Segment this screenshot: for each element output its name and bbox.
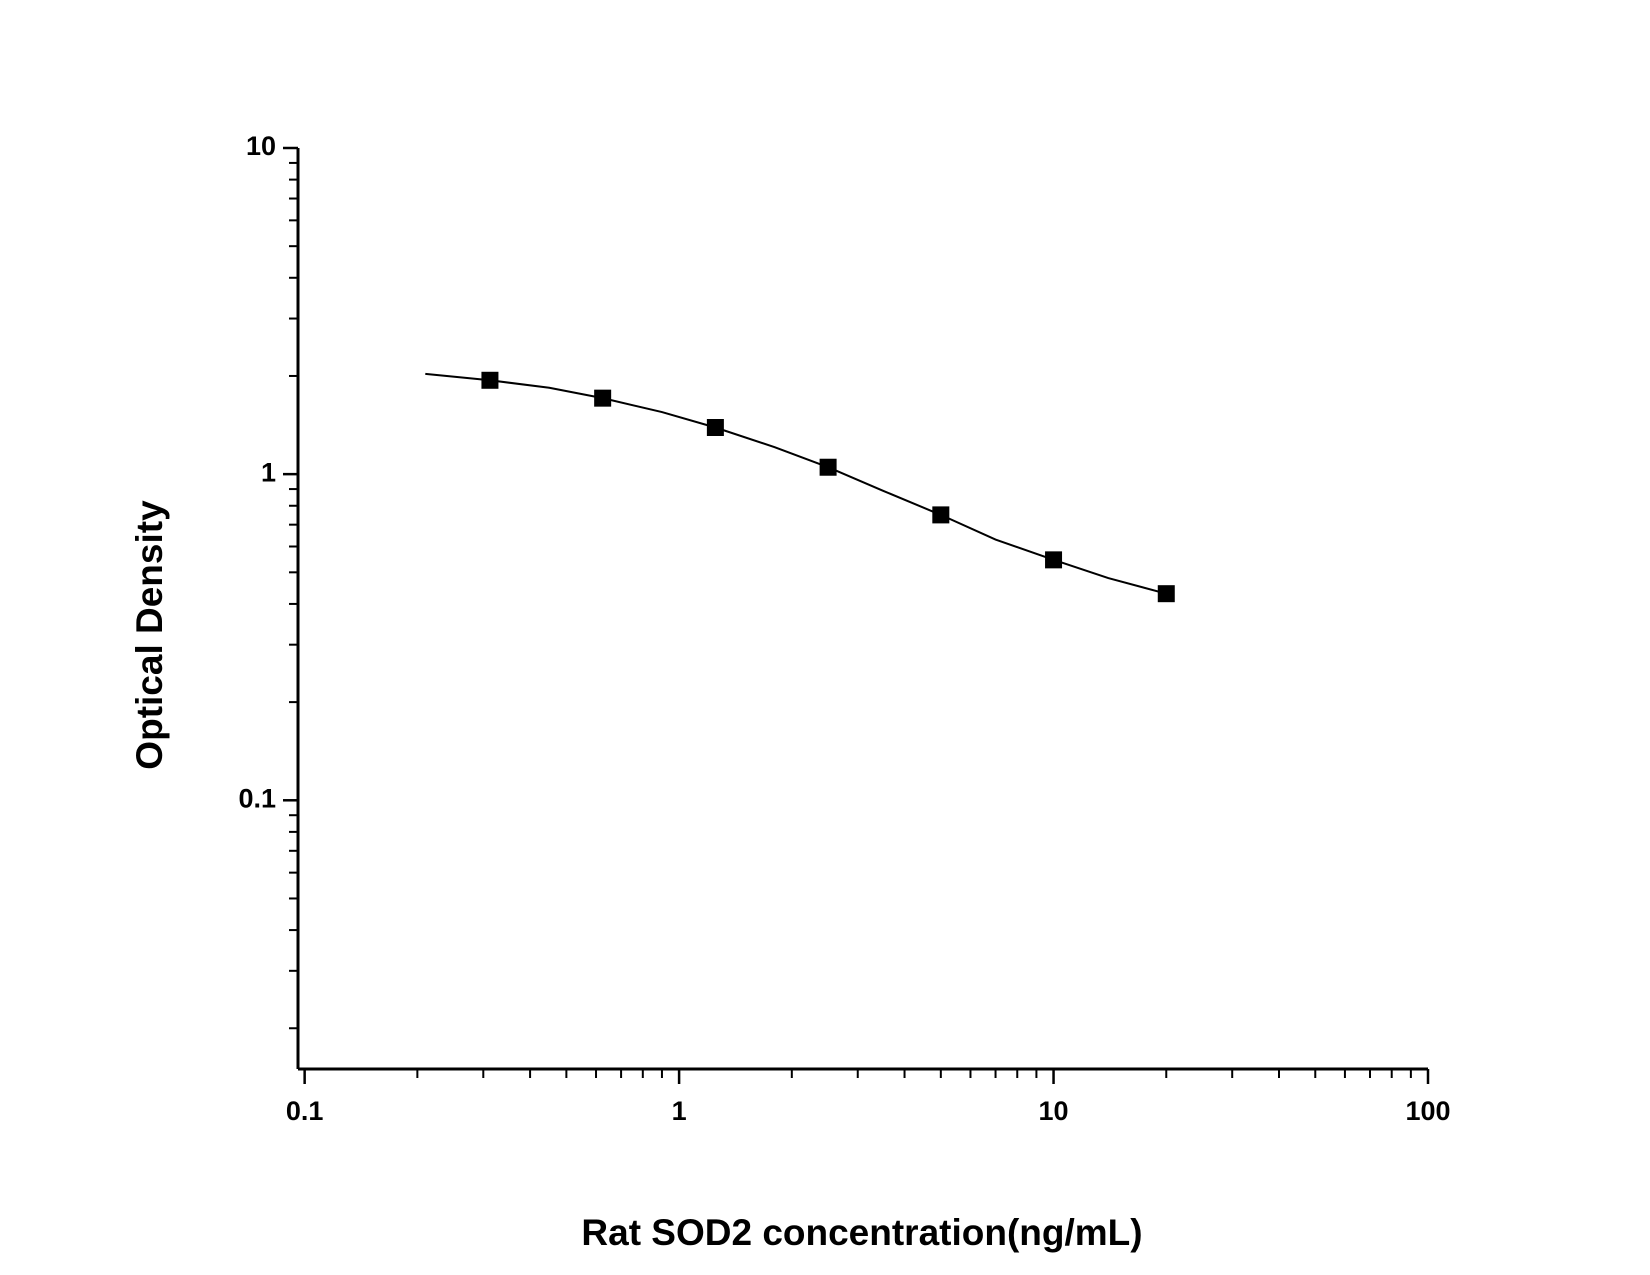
x-tick-label: 10 — [1039, 1096, 1069, 1126]
fit-curve — [425, 372, 1167, 595]
y-axis-title: Optical Density — [129, 500, 170, 770]
x-tick-label: 1 — [672, 1096, 687, 1126]
data-point — [1157, 585, 1175, 603]
data-point — [819, 458, 837, 476]
y-tick-label: 10 — [246, 131, 276, 161]
x-tick-label: 100 — [1405, 1096, 1450, 1126]
x-tick-label: 0.1 — [286, 1096, 324, 1126]
data-point — [594, 389, 612, 407]
x-axis-title: Rat SOD2 concentration(ng/mL) — [581, 1212, 1142, 1253]
data-point — [706, 419, 724, 437]
data-point — [932, 506, 950, 524]
y-tick-label: 1 — [261, 457, 276, 487]
data-point — [1045, 551, 1063, 569]
y-tick-label: 0.1 — [238, 783, 276, 813]
data-point — [481, 371, 499, 389]
